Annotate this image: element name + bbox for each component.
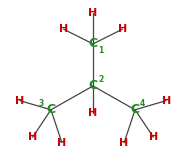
Text: H: H	[28, 132, 37, 142]
Text: H: H	[118, 24, 127, 34]
Text: 2: 2	[98, 75, 103, 84]
Text: H: H	[149, 132, 158, 142]
Text: C: C	[88, 37, 98, 50]
Text: H: H	[88, 108, 98, 118]
Text: 4: 4	[140, 99, 145, 108]
Text: H: H	[88, 8, 98, 18]
Text: 3: 3	[38, 99, 44, 108]
Text: H: H	[57, 138, 67, 148]
Text: C: C	[131, 103, 140, 116]
Text: H: H	[162, 96, 171, 106]
Text: C: C	[46, 103, 55, 116]
Text: 1: 1	[98, 46, 103, 55]
Text: H: H	[15, 96, 24, 106]
Text: H: H	[59, 24, 68, 34]
Text: C: C	[88, 80, 98, 92]
Text: H: H	[119, 138, 129, 148]
